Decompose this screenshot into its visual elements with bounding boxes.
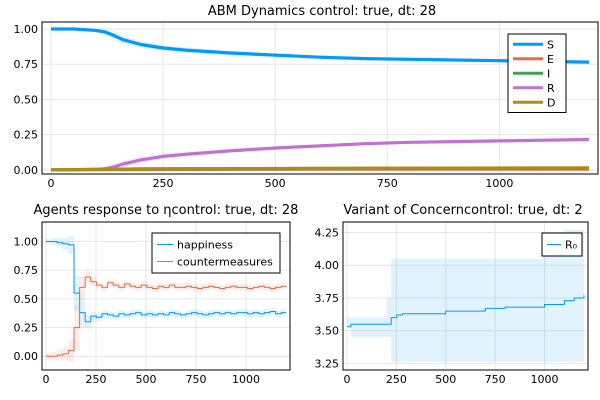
series-line-countermeasures (46, 276, 287, 357)
x-tick-label: 1000 (531, 373, 559, 386)
series-band-R (51, 138, 589, 171)
tick-labels-2: 0 250 500 750 1000 0.00 0.25 0.50 0.75 1.00 (14, 236, 261, 386)
x-tick-label: 750 (186, 373, 207, 386)
plot-frame-3 (342, 221, 589, 371)
grid-3 (343, 222, 588, 370)
series-line-happiness (46, 241, 286, 323)
legend-label: R₀ (565, 239, 578, 252)
y-tick-label: 1.00 (14, 236, 39, 249)
x-tick-label: 0 (47, 177, 54, 190)
plot-frame-1 (41, 21, 599, 175)
y-tick-label: 0.25 (14, 129, 39, 142)
chart-panel-1: ABM Dynamics control: true, dt: 28 0 250 5… (14, 4, 599, 190)
legend-label: D (547, 96, 555, 109)
x-tick-label: 750 (485, 373, 506, 386)
x-tick-label: 250 (153, 177, 174, 190)
series-lines-2 (46, 241, 287, 357)
x-tick-label: 250 (386, 373, 407, 386)
chart-panel-2: Agents response to ηcontrol: true, dt: 2… (14, 203, 299, 386)
chart-title-2: Agents response to ηcontrol: true, dt: 2… (34, 203, 299, 218)
y-tick-label: 1.00 (14, 23, 39, 36)
legend-label: E (547, 53, 554, 66)
y-tick-label: 0.75 (14, 264, 39, 277)
y-tick-label: 3.75 (315, 292, 340, 305)
y-tick-label: 3.25 (315, 357, 340, 370)
y-tick-label: 0.25 (14, 322, 39, 335)
series-lines-1 (50, 27, 590, 172)
series-lines-3 (347, 295, 585, 328)
x-tick-label: 0 (343, 373, 350, 386)
y-tick-label: 0.50 (14, 93, 39, 106)
tick-labels-1: 0 250 500 750 1000 0.00 0.25 0.50 0.75 1.00 (14, 23, 514, 190)
legend-box (151, 232, 281, 274)
legend-label: S (547, 38, 554, 51)
y-tick-label: 0.50 (14, 293, 39, 306)
x-tick-label: 500 (136, 373, 157, 386)
y-tick-label: 3.50 (315, 325, 340, 338)
x-tick-label: 500 (435, 373, 456, 386)
legend-label: R (547, 82, 555, 95)
legend-label: I (547, 67, 550, 80)
series-band-countermeasures (46, 271, 286, 362)
legend-label: countermeasures (177, 256, 273, 269)
x-tick-label: 750 (377, 177, 398, 190)
legend-box (541, 232, 583, 257)
series-line-R₀ (347, 295, 585, 328)
chart-panel-3: Variant of Concerncontrol: true, dt: 2 0… (315, 203, 589, 386)
series-line-D (50, 166, 590, 172)
y-tick-label: 4.00 (315, 259, 340, 272)
series-line-R (50, 137, 590, 172)
legend-label: happiness (177, 239, 233, 252)
y-tick-label: 0.00 (14, 164, 39, 177)
plot-frame-2 (41, 221, 291, 371)
series-band-R₀ (347, 229, 584, 363)
x-tick-label: 500 (265, 177, 286, 190)
legend-2: happiness countermeasures (151, 232, 281, 274)
legend-3: R₀ (541, 232, 583, 257)
chart-title-3: Variant of Concerncontrol: true, dt: 2 (343, 203, 582, 218)
y-tick-label: 0.75 (14, 58, 39, 71)
x-tick-label: 1000 (485, 177, 513, 190)
y-tick-label: 0.00 (14, 350, 39, 363)
series-line-S (51, 27, 590, 64)
x-tick-label: 1000 (232, 373, 260, 386)
x-tick-label: 0 (43, 373, 50, 386)
tick-labels-3: 0 250 500 750 1000 3.25 3.50 3.75 4.00 4.25 (315, 226, 559, 386)
x-tick-label: 250 (86, 373, 107, 386)
bands-3 (347, 229, 584, 363)
chart-title-1: ABM Dynamics control: true, dt: 28 (208, 4, 436, 19)
y-tick-label: 4.25 (315, 226, 340, 239)
